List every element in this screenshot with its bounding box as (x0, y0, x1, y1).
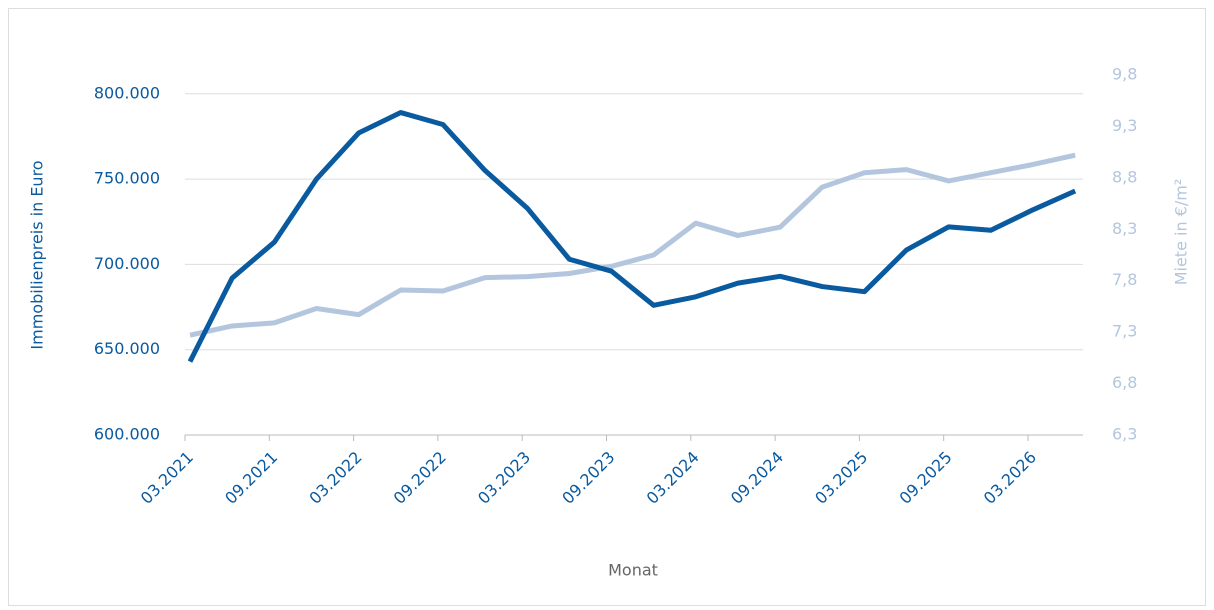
frame (8, 8, 1206, 606)
x-axis-label: Monat (608, 561, 658, 580)
y2-tick-label: 7,3 (1112, 322, 1137, 341)
x-tick-label: 03.2024 (643, 448, 703, 508)
line-series (189, 152, 1076, 338)
y-tick-label: 600.000 (94, 425, 160, 444)
y-tick-label: 750.000 (94, 169, 160, 188)
x-tick-label: 03.2025 (811, 448, 871, 508)
x-tick-label: 09.2025 (895, 448, 955, 508)
y2-tick-label: 6,8 (1112, 373, 1137, 392)
y2-axis-label: Miete in €/m² (1172, 179, 1191, 286)
y-tick-label: 700.000 (94, 254, 160, 273)
x-tick-label: 09.2023 (558, 448, 618, 508)
x-tick-label: 09.2021 (221, 448, 281, 508)
x-tick-label: 09.2024 (727, 448, 787, 508)
y2-tick-label: 8,3 (1112, 219, 1137, 238)
y2-tick-label: 7,8 (1112, 270, 1137, 289)
y-tick-label: 650.000 (94, 339, 160, 358)
y2-tick-label: 6,3 (1112, 425, 1137, 444)
y-tick-label: 800.000 (94, 83, 160, 102)
x-tick-label: 03.2021 (137, 448, 197, 508)
x-tick-label: 03.2026 (980, 448, 1040, 508)
line-series (187, 110, 1077, 363)
y2-tick-label: 8,8 (1112, 167, 1137, 186)
x-tick-label: 09.2022 (390, 448, 450, 508)
y2-tick-label: 9,3 (1112, 116, 1137, 135)
x-tick-label: 03.2022 (305, 448, 365, 508)
y-axis-label: Immobilienpreis in Euro (28, 160, 47, 349)
x-tick-label: 03.2023 (474, 448, 534, 508)
y2-tick-label: 9,8 (1112, 65, 1137, 84)
